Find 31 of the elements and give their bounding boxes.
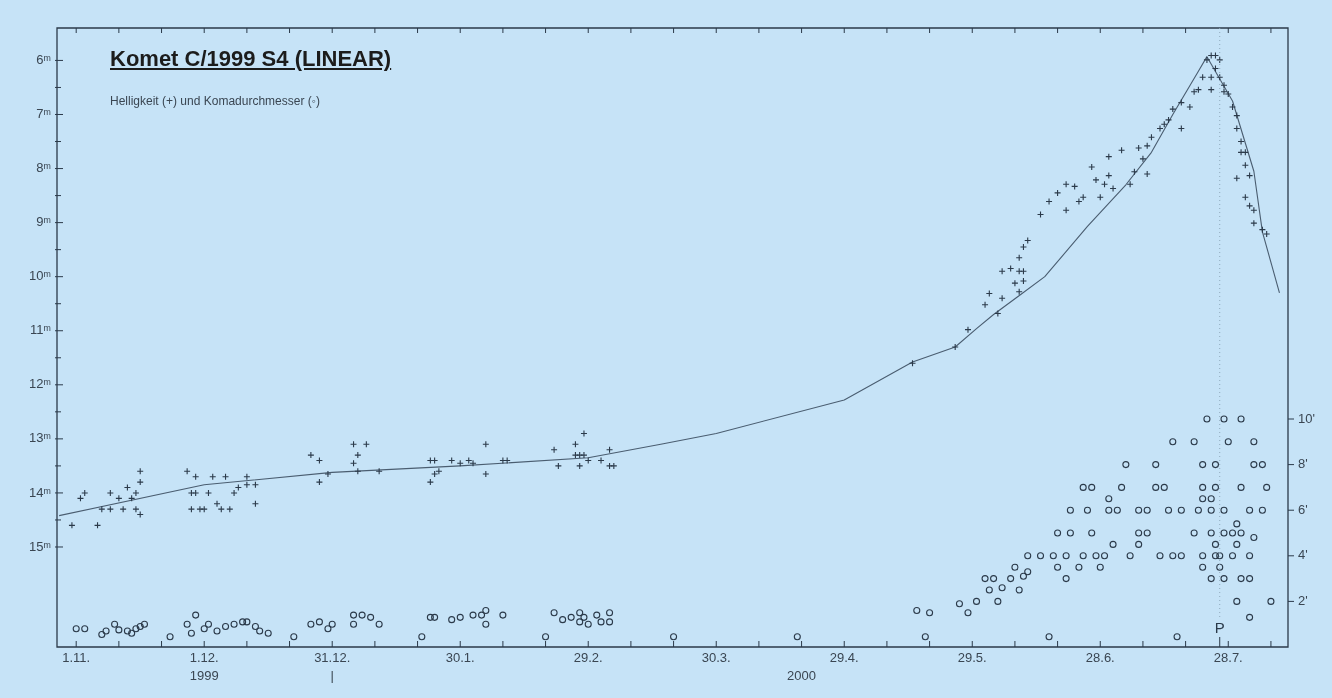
x-tick-label: 1.12. [189, 650, 219, 666]
y2-tick-label: 2' [1298, 592, 1308, 608]
x2-tick-label: 2000 [787, 668, 817, 684]
x-tick-label: 29.4. [829, 650, 859, 666]
text: Komet C/1999 S4 (LINEAR) [110, 46, 392, 72]
x-tick-label: 29.2. [573, 650, 603, 666]
text: Helligkeit (+) und Komadurchmesser (◦) [110, 94, 320, 108]
y2-tick-label: 8' [1298, 456, 1308, 472]
x-tick-label: 29.5. [957, 650, 987, 666]
x2-tick-label: 1999 [189, 668, 219, 684]
x-tick-label: 28.6. [1085, 650, 1115, 666]
ref-line-label: P [1214, 618, 1225, 636]
y-tick-label: 6ᵐ [36, 52, 51, 68]
y-tick-label: 8ᵐ [36, 160, 51, 176]
y-tick-label: 12ᵐ [29, 376, 51, 392]
y-tick-label: 13ᵐ [29, 430, 51, 446]
x-tick-label: 1.11. [62, 650, 91, 666]
x-tick-label: 28.7. [1213, 650, 1243, 666]
y2-tick-label: 6' [1298, 501, 1308, 517]
y2-tick-label: 4' [1298, 547, 1308, 563]
y2-tick-label: 10' [1298, 410, 1315, 426]
y-tick-label: 10ᵐ [29, 268, 51, 284]
y-tick-label: 9ᵐ [36, 214, 51, 230]
y-tick-label: 7ᵐ [36, 106, 51, 122]
x2-tick-label: | [330, 668, 334, 684]
y-tick-label: 15ᵐ [29, 538, 51, 554]
x-tick-label: 30.1. [445, 650, 475, 666]
y-tick-label: 11ᵐ [30, 322, 51, 338]
x-tick-label: 30.3. [701, 650, 731, 666]
y-tick-label: 14ᵐ [29, 484, 51, 500]
x-tick-label: 31.12. [314, 650, 351, 666]
